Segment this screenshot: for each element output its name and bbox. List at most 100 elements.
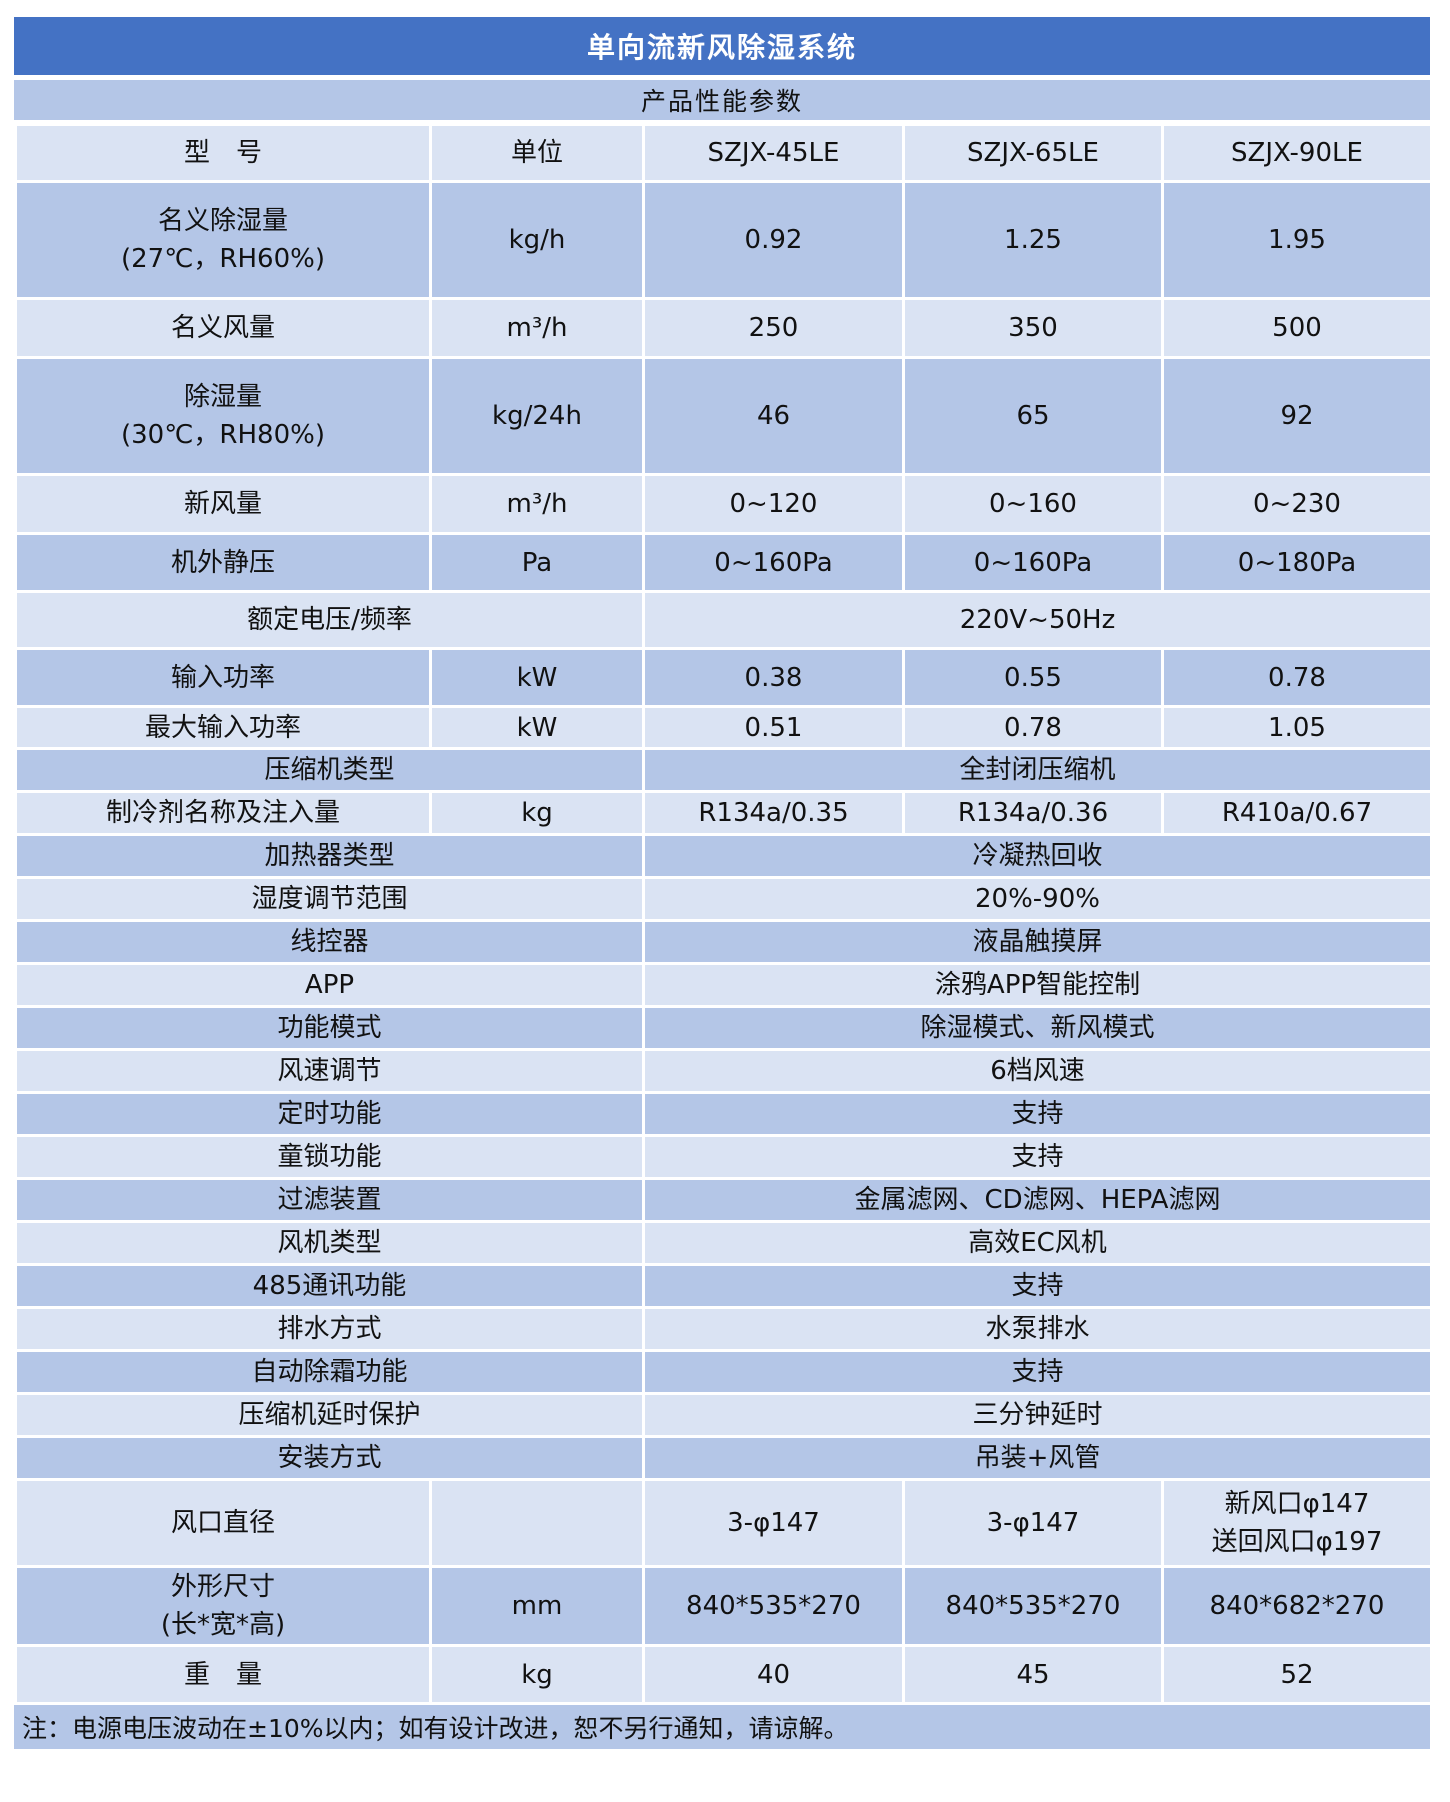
row-label-line: 童锁功能 — [277, 1142, 382, 1172]
row-label-line: 最大输入功率 — [144, 712, 301, 743]
row-value: 涂鸦APP智能控制 — [642, 962, 1433, 1008]
table-row: 名义除湿量 (27℃，RH60%) kg/h 0.92 1.25 1.95 — [14, 180, 1433, 300]
row-label-line: 名义风量 — [170, 313, 275, 343]
table-row: 功能模式 除湿模式、新风模式 — [14, 1005, 1433, 1051]
row-label: 风机类型 — [14, 1220, 645, 1266]
row-label: 最大输入功率 — [14, 705, 432, 750]
row-label-line: 风机类型 — [277, 1228, 382, 1258]
row-unit: kW — [429, 705, 645, 750]
row-label-line: 风速调节 — [277, 1056, 382, 1086]
table-row: 安装方式 吊装+风管 — [14, 1435, 1433, 1481]
row-label-line: (长*宽*高) — [160, 1610, 286, 1640]
row-unit: Pa — [429, 532, 645, 593]
table-row: 过滤装置 金属滤网、CD滤网、HEPA滤网 — [14, 1177, 1433, 1223]
row-unit: kg/h — [429, 180, 645, 300]
header-model-1: SZJX-45LE — [642, 123, 905, 183]
row-label: 加热器类型 — [14, 833, 645, 879]
row-value-model-1: 0.38 — [642, 647, 905, 708]
row-label: 名义除湿量 (27℃，RH60%) — [14, 180, 432, 300]
row-label: 外形尺寸 (长*宽*高) — [14, 1565, 432, 1647]
row-value: 水泵排水 — [642, 1306, 1433, 1352]
section-subtitle: 产品性能参数 — [14, 80, 1430, 120]
row-unit: kg/24h — [429, 356, 645, 476]
row-label-line: (30℃，RH80%) — [121, 420, 325, 450]
row-value: 液晶触摸屏 — [642, 919, 1433, 965]
row-label: 压缩机延时保护 — [14, 1392, 645, 1438]
row-value-model-1: 0~160Pa — [642, 532, 905, 593]
row-label-line: 功能模式 — [277, 1013, 382, 1043]
table-row: 名义风量 m³/h 250 350 500 — [14, 297, 1433, 359]
header-unit: 单位 — [429, 123, 645, 183]
row-value-model-1: 0~120 — [642, 473, 905, 535]
row-label: 排水方式 — [14, 1306, 645, 1352]
footnote: 注：电源电压波动在±10%以内；如有设计改进，恕不另行通知，请谅解。 — [14, 1705, 1430, 1749]
row-unit: m³/h — [429, 297, 645, 359]
row-value: 支持 — [642, 1091, 1433, 1137]
row-label-line: 机外静压 — [170, 547, 275, 578]
table-row: 制冷剂名称及注入量 kg R134a/0.35 R134a/0.36 R410a/0.6… — [14, 790, 1433, 836]
row-value-model-2: R134a/0.36 — [902, 790, 1164, 836]
row-unit: mm — [429, 1565, 645, 1647]
row-unit: kg — [429, 790, 645, 836]
row-label: 童锁功能 — [14, 1134, 645, 1180]
row-value-model-3: 1.95 — [1161, 180, 1433, 300]
row-value-model-2: 0.55 — [902, 647, 1164, 708]
row-value: 全封闭压缩机 — [642, 747, 1433, 793]
table-row: 重 量 kg 40 45 52 — [14, 1644, 1433, 1705]
table-row: 最大输入功率 kW 0.51 0.78 1.05 — [14, 705, 1433, 750]
row-label-line: 线控器 — [290, 927, 369, 957]
table-row: 外形尺寸 (长*宽*高) mm 840*535*270 840*535*270 840*6… — [14, 1565, 1433, 1647]
row-value-model-2: 0~160 — [902, 473, 1164, 535]
table-row: 湿度调节范围 20%-90% — [14, 876, 1433, 922]
row-value: 冷凝热回收 — [642, 833, 1433, 879]
row-label-line: 湿度调节范围 — [251, 884, 408, 914]
table-row: 风机类型 高效EC风机 — [14, 1220, 1433, 1266]
row-value: 6档风速 — [642, 1048, 1433, 1094]
row-value-model-3: R410a/0.67 — [1161, 790, 1433, 836]
row-value-model-3: 92 — [1161, 356, 1433, 476]
row-value: 220V~50Hz — [642, 590, 1433, 650]
row-value-model-2: 350 — [902, 297, 1164, 359]
row-value: 支持 — [642, 1263, 1433, 1309]
table-row: 压缩机类型 全封闭压缩机 — [14, 747, 1433, 793]
row-value-model-1: 250 — [642, 297, 905, 359]
header-model-2: SZJX-65LE — [902, 123, 1164, 183]
row-value: 高效EC风机 — [642, 1220, 1433, 1266]
row-label: 新风量 — [14, 473, 432, 535]
row-label: 压缩机类型 — [14, 747, 645, 793]
row-value-model-2: 0.78 — [902, 705, 1164, 750]
row-label: 过滤装置 — [14, 1177, 645, 1223]
row-value-model-1: 0.51 — [642, 705, 905, 750]
row-value-model-1: 40 — [642, 1644, 905, 1705]
row-label: 湿度调节范围 — [14, 876, 645, 922]
table-row: 加热器类型 冷凝热回收 — [14, 833, 1433, 879]
row-label-line: 重 量 — [183, 1659, 262, 1690]
row-label: 485通讯功能 — [14, 1263, 645, 1309]
row-label: 重 量 — [14, 1644, 432, 1705]
row-label: 风速调节 — [14, 1048, 645, 1094]
row-value-model-3: 1.05 — [1161, 705, 1433, 750]
row-unit — [429, 1478, 645, 1568]
spec-table: 型 号单位 SZJX-45LE SZJX-65LE SZJX-90LE 名义除湿量 (27… — [14, 123, 1433, 1705]
row-value-model-2: 1.25 — [902, 180, 1164, 300]
row-value-model-1: 840*535*270 — [642, 1565, 905, 1647]
spec-sheet: 单向流新风除湿系统 产品性能参数 型 号单位 SZJX-45LE SZJX-65LE… — [14, 17, 1433, 1749]
row-label: 制冷剂名称及注入量 — [14, 790, 432, 836]
table-row: 定时功能 支持 — [14, 1091, 1433, 1137]
table-row: 压缩机延时保护 三分钟延时 — [14, 1392, 1433, 1438]
row-label-line: 自动除霜功能 — [251, 1357, 408, 1387]
row-value-model-2: 3-φ147 — [902, 1478, 1164, 1568]
row-label-line: 安装方式 — [277, 1443, 382, 1473]
row-label-line: 加热器类型 — [264, 841, 395, 871]
table-row: 新风量 m³/h 0~120 0~160 0~230 — [14, 473, 1433, 535]
row-value-model-2: 45 — [902, 1644, 1164, 1705]
row-label-line: 输入功率 — [170, 662, 275, 693]
header-model-3: SZJX-90LE — [1161, 123, 1433, 183]
row-label-line: APP — [304, 970, 355, 1000]
sheet-title: 单向流新风除湿系统 — [14, 17, 1430, 75]
table-row: 童锁功能 支持 — [14, 1134, 1433, 1180]
row-label: 除湿量 (30℃，RH80%) — [14, 356, 432, 476]
table-row: APP 涂鸦APP智能控制 — [14, 962, 1433, 1008]
row-label: 线控器 — [14, 919, 645, 965]
row-label-line: 除湿量 — [183, 382, 262, 412]
